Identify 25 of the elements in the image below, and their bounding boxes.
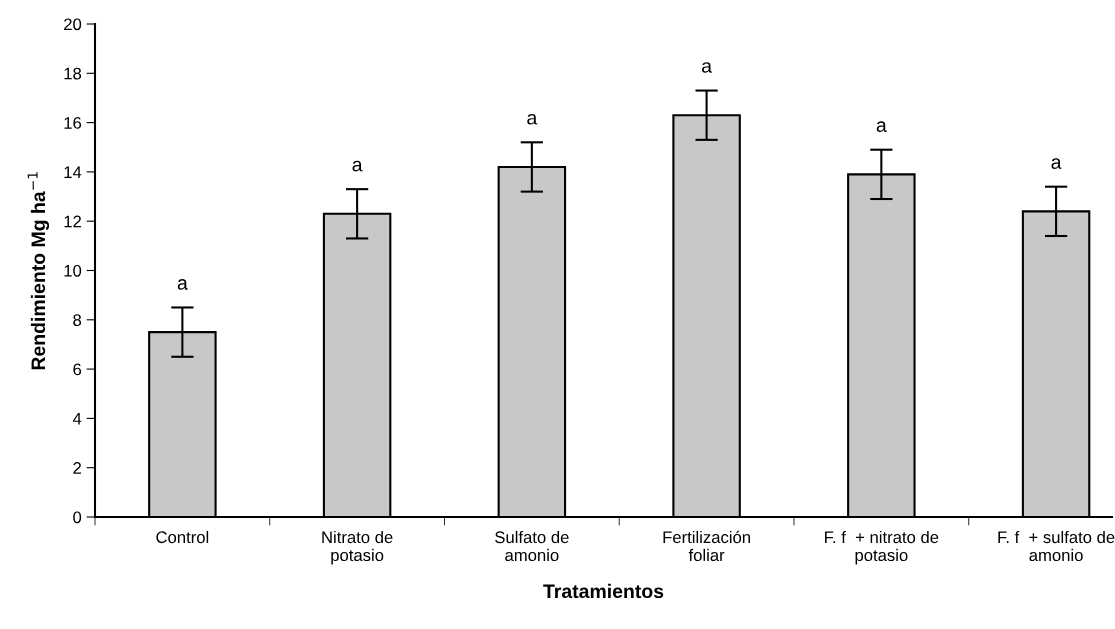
y-tick-label: 14 (64, 166, 82, 178)
y-tick-label: 12 (64, 215, 81, 228)
y-tick-label: 16 (64, 117, 82, 129)
annotation: a (527, 113, 538, 125)
x-tick-label: F. f + sulfato de amonio (998, 530, 1115, 562)
y-axis-title: Rendimiento Mg ha$^{−1}$ (27, 172, 50, 370)
y-tick-label: 4 (72, 412, 82, 425)
y-tick-label: 8 (73, 314, 82, 326)
y-tick-label: 18 (64, 67, 82, 80)
x-tick-label: Control (156, 530, 209, 544)
y-tick-label: 10 (64, 264, 82, 277)
annotation: a (1051, 158, 1062, 169)
x-tick-label: F. f + nitrato de potasio (825, 530, 939, 565)
x-tick-label: Nitrato de potasio (322, 530, 393, 565)
annotation: a (702, 62, 712, 73)
y-tick-label: 6 (73, 363, 82, 376)
x-tick-label: Fertilización foliar (663, 530, 750, 562)
x-tick-label: Sulfato de amonio (495, 530, 569, 562)
annotation: a (352, 160, 363, 172)
annotation: a (876, 121, 887, 132)
annotation: a (177, 279, 188, 290)
y-tick-label: 0 (73, 511, 82, 524)
y-tick-label: 20 (64, 18, 82, 31)
y-tick-label: 2 (73, 462, 81, 474)
x-axis-title: Tratamientos (543, 583, 664, 599)
